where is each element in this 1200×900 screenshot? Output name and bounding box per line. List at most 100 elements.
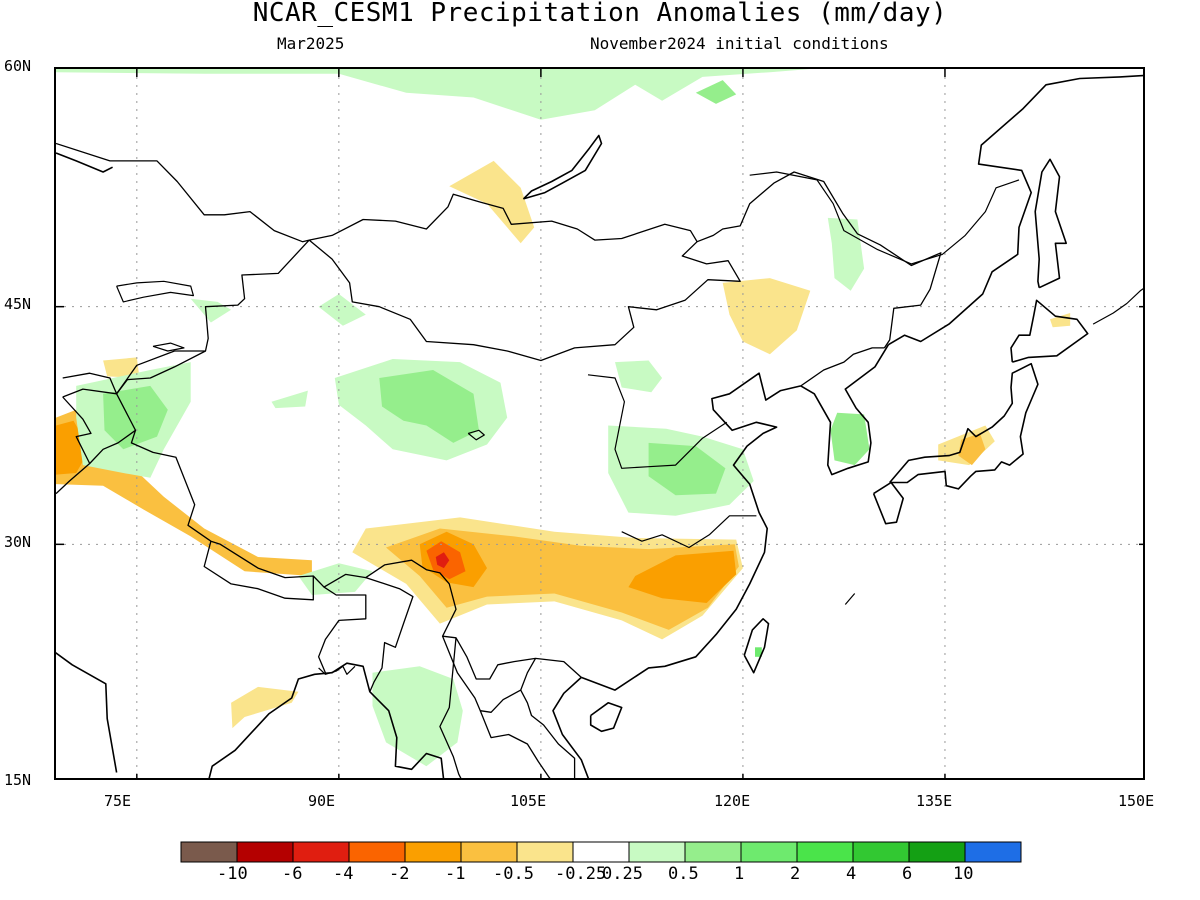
lon-label-150e: 150E	[1118, 792, 1155, 810]
init-conditions-label: November2024 initial conditions	[590, 34, 889, 53]
colorbar-label: 4	[846, 864, 857, 884]
border-india-north-border	[56, 429, 136, 495]
lon-label-135e: 135E	[916, 792, 953, 810]
coastline-kyushu-shikoku	[872, 481, 905, 525]
anomaly-region-taiwan-wet	[755, 647, 762, 657]
coastline-hainan	[589, 701, 623, 733]
colorbar-label: -0.5	[493, 864, 534, 884]
feature-ryukyu	[844, 593, 856, 605]
border-tajik-kyrgyz-border	[62, 350, 206, 395]
colorbar-label: 0.25	[602, 864, 643, 884]
coastline-taiwan	[743, 617, 770, 674]
colorbar-label: 6	[902, 864, 913, 884]
border-kazakh-border	[56, 142, 310, 398]
anomaly-region-mongolia-dry-spot	[449, 160, 535, 244]
lon-label-105e: 105E	[510, 792, 547, 810]
colorbar-swatch	[740, 841, 798, 863]
colorbar-swatch	[460, 841, 518, 863]
map-title: NCAR_CESM1 Precipitation Anomalies (mm/d…	[252, 0, 948, 28]
lat-label-60n: 60N	[4, 57, 32, 75]
colorbar-swatch	[796, 841, 854, 863]
anomaly-region-korea-wet	[830, 412, 870, 466]
coastline-china-east-coast	[581, 372, 801, 691]
coastline-hokkaido	[1010, 299, 1089, 363]
coastline-honshu	[889, 362, 1039, 490]
border-china-west-border	[116, 393, 582, 680]
colorbar-swatch	[852, 841, 910, 863]
coastline-sakhalin	[1034, 158, 1068, 289]
colorbar-label: 0.5	[668, 864, 699, 884]
anomaly-region-south-china-dry-strong	[628, 550, 737, 603]
colorbar-label: -6	[282, 864, 303, 884]
colorbar-label: -0.25	[555, 864, 607, 884]
border-korea-china-border	[800, 347, 885, 387]
colorbar-label: 1	[734, 864, 745, 884]
feature-yellow-river	[587, 374, 728, 469]
lon-label-75e: 75E	[104, 792, 132, 810]
feature-kuril	[1092, 288, 1143, 325]
border-thailand-burma-border	[439, 637, 462, 778]
colorbar-label: 2	[790, 864, 801, 884]
feature-qinghai-lake	[467, 429, 485, 441]
feature-yangtze	[621, 515, 757, 549]
colorbar-label: -4	[333, 864, 354, 884]
colorbar-swatch	[180, 841, 238, 863]
border-indochina-border	[441, 635, 537, 713]
anomaly-region-inner-mongolia-wet	[615, 360, 663, 393]
anomaly-region-xinjiang-wet	[190, 298, 232, 323]
border-bhutan-bangla-border	[317, 586, 367, 673]
colorbar	[180, 841, 1022, 863]
colorbar-label: -1	[445, 864, 466, 884]
anomaly-region-india-dry-spot	[231, 686, 299, 729]
coastline-india-west-coast	[56, 652, 118, 773]
border-laos-border	[479, 689, 576, 778]
colorbar-swatch	[292, 841, 350, 863]
anomaly-region-central-asia-dry-spot	[103, 357, 140, 378]
anomaly-region-kazakh-wet-core	[103, 385, 168, 450]
colorbar-label: -2	[389, 864, 410, 884]
coastline-bay-of-bengal-coast	[208, 662, 445, 778]
colorbar-swatch	[236, 841, 294, 863]
feature-issyk-kul	[152, 342, 185, 352]
anomaly-region-myanmar-wet	[372, 666, 463, 767]
anomaly-region-siberia-wet-spot	[695, 80, 737, 104]
feature-amur-river	[749, 171, 1020, 265]
anomaly-region-hokkaido-dry	[1050, 313, 1071, 328]
anomaly-region-yunnan-dry-peak	[435, 552, 450, 569]
colorbar-swatch	[684, 841, 742, 863]
lon-label-90e: 90E	[308, 792, 336, 810]
precipitation-anomaly-map	[56, 69, 1143, 778]
anomaly-region-manchuria-dry	[722, 278, 811, 355]
border-mongolia-south-border	[308, 239, 741, 362]
anomaly-region-kunlun-wet	[271, 390, 308, 409]
anomaly-region-tibet-wet-small	[298, 563, 373, 595]
anomaly-region-northeast-wet	[827, 217, 865, 291]
border-afghan-border	[62, 396, 92, 464]
lat-label-15n: 15N	[4, 771, 32, 789]
anomaly-region-tarim-wet-core	[379, 370, 479, 443]
colorbar-swatch	[348, 841, 406, 863]
coastline-vietnam-coast	[552, 676, 590, 778]
anomaly-region-mongolia-wet-small	[318, 294, 366, 326]
feature-ganges-delta	[318, 665, 356, 675]
anomaly-region-pakistan-dry-strong	[56, 420, 90, 475]
colorbar-swatch	[404, 841, 462, 863]
map-frame	[54, 67, 1145, 780]
coastline-russia-far-east-coast	[887, 74, 1143, 346]
coastline-caspian-aral-edge	[56, 152, 113, 173]
colorbar-label: -10	[217, 864, 248, 884]
border-nepal-india-border	[203, 541, 314, 601]
colorbar-swatch	[516, 841, 574, 863]
colorbar-swatch	[572, 841, 630, 863]
colorbar-swatch	[628, 841, 686, 863]
border-myanmar-border	[365, 576, 414, 692]
coastline-korea-coast	[800, 344, 890, 476]
lat-label-30n: 30N	[4, 533, 32, 551]
lat-label-45n: 45N	[4, 295, 32, 313]
anomaly-region-japan-dry-moderate	[958, 433, 986, 466]
feature-balkhash-lake	[116, 280, 194, 303]
colorbar-swatch	[908, 841, 966, 863]
colorbar-swatch	[964, 841, 1022, 863]
anomaly-region-north-china-plain-wet-core	[648, 442, 726, 496]
colorbar-label: 10	[953, 864, 974, 884]
